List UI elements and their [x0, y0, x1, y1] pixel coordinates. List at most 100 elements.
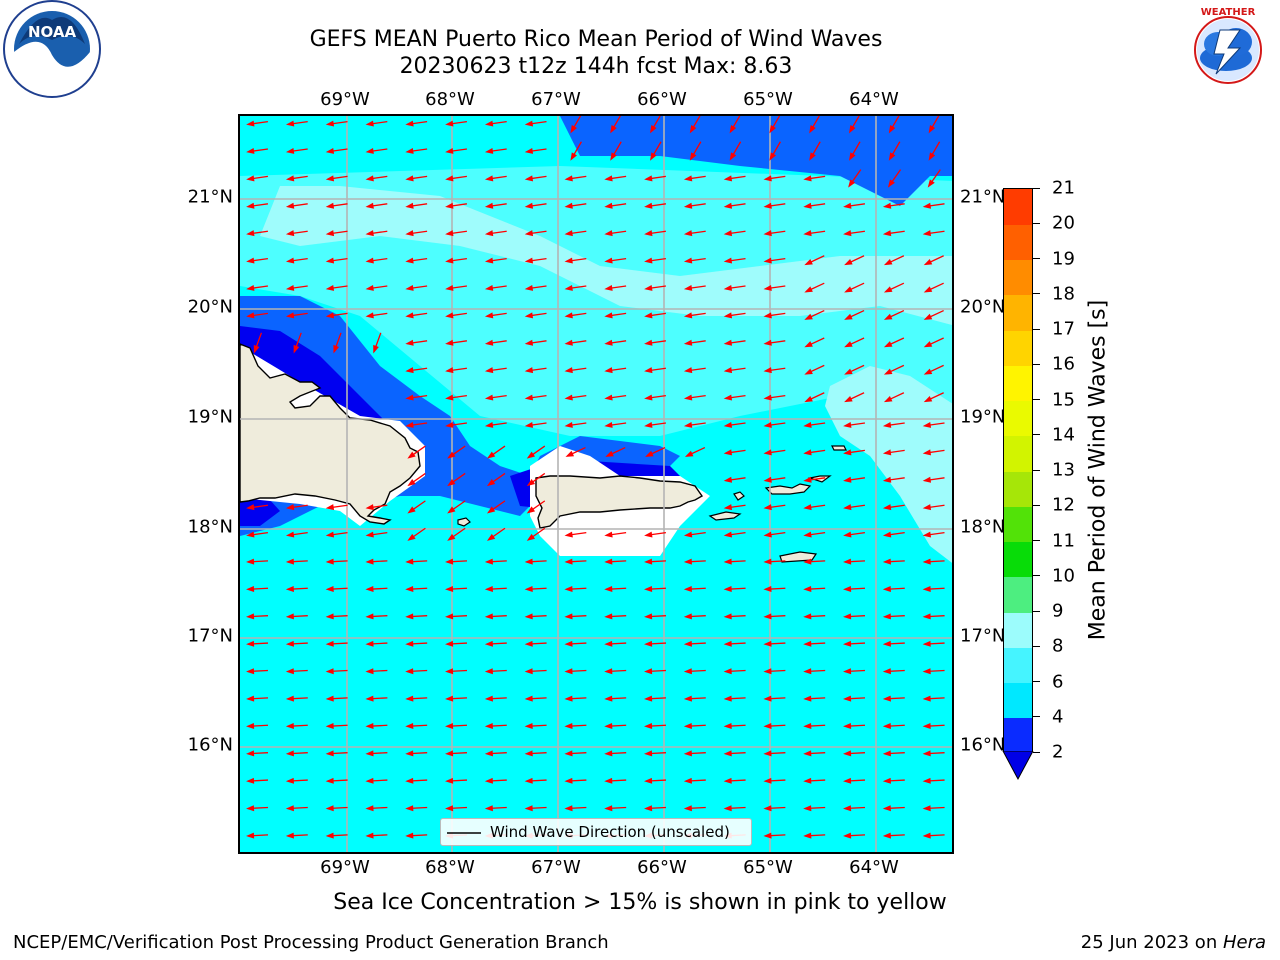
wind-wave-arrowhead	[803, 750, 812, 757]
wind-wave-arrowhead	[405, 750, 414, 757]
wind-wave-arrowhead	[365, 312, 374, 319]
graticule	[240, 116, 952, 852]
colorbar-tick-mark	[1033, 293, 1040, 295]
wind-wave-arrowhead	[684, 450, 694, 457]
colorbar-title: Mean Period of Wind Waves [s]	[1085, 299, 1111, 641]
wind-wave-arrowhead	[524, 695, 533, 702]
wind-wave-arrowhead	[526, 479, 536, 487]
wind-wave-arrowhead	[683, 531, 693, 538]
colorbar-tick-label: 19	[1052, 248, 1075, 269]
wind-wave-arrowhead	[484, 394, 494, 401]
wind-wave-arrowhead	[723, 257, 733, 264]
wind-wave-arrowhead	[844, 368, 853, 375]
wind-wave-arrowhead	[445, 339, 454, 346]
wind-wave-arrowhead	[524, 723, 533, 730]
mona-island	[457, 517, 471, 527]
map-canvas	[240, 116, 952, 852]
wind-wave-arrowhead	[325, 777, 334, 784]
wind-wave-arrowhead	[844, 341, 853, 348]
wind-wave-arrowhead	[769, 152, 776, 161]
wind-wave-arrowhead	[644, 312, 653, 319]
map-title: GEFS MEAN Puerto Rico Mean Period of Win…	[309, 27, 883, 52]
wind-wave-arrowhead	[804, 313, 813, 320]
wind-wave-arrowhead	[524, 147, 534, 154]
wind-wave-arrowhead	[683, 750, 692, 757]
wind-wave-arrowhead	[447, 451, 456, 459]
wind-wave-arrowhead	[484, 558, 493, 565]
wind-wave-arrowhead	[882, 805, 891, 812]
wind-wave-arrowhead	[723, 449, 733, 456]
colorbar-tick-label: 21	[1052, 177, 1075, 199]
wind-wave-arrowhead	[484, 695, 493, 702]
wind-wave-arrowhead	[763, 202, 772, 209]
virgin-islands	[764, 483, 812, 495]
wind-wave-arrowhead	[405, 257, 414, 264]
wind-wave-arrowhead	[922, 805, 931, 812]
lat-label-right: 20°N	[960, 296, 1006, 318]
wind-wave-arrowhead	[405, 695, 414, 702]
wind-wave-arrowhead	[365, 586, 374, 593]
wind-wave-arrowhead	[644, 339, 653, 346]
wind-wave-arrowhead	[604, 695, 613, 702]
wind-wave-direction-arrows	[246, 116, 945, 839]
wind-wave-arrowhead	[763, 558, 772, 565]
lat-label-left: 17°N	[187, 625, 233, 647]
wind-wave-arrowhead	[604, 339, 613, 346]
wind-wave-arrowhead	[683, 284, 693, 291]
wind-wave-arrowhead	[928, 152, 936, 161]
puerto-rico-land[interactable]	[535, 475, 704, 529]
wind-wave-arrowhead	[683, 312, 693, 319]
wind-wave-arrowhead	[923, 341, 933, 348]
wind-wave-arrowhead	[843, 476, 852, 483]
wind-wave-arrowhead	[325, 147, 335, 154]
wind-wave-arrowhead	[763, 832, 772, 839]
wind-wave-arrowhead	[803, 175, 812, 182]
wind-wave-arrowhead	[683, 257, 693, 264]
wind-wave-arrowhead	[922, 421, 932, 428]
wind-wave-arrowhead	[524, 312, 534, 319]
colorbar-tick-mark	[1033, 363, 1040, 365]
colorbar-tick-label: 9	[1052, 600, 1064, 622]
wind-wave-arrowhead	[447, 533, 456, 541]
lon-label-top: 69°W	[320, 89, 370, 110]
wind-wave-arrowhead	[524, 421, 534, 428]
wind-wave-arrowhead	[804, 341, 813, 348]
wind-wave-arrowhead	[246, 640, 255, 647]
wind-wave-arrowhead	[723, 777, 732, 784]
wind-wave-arrowhead	[644, 175, 653, 182]
wind-wave-arrowhead	[689, 152, 697, 161]
vieques-island	[708, 511, 742, 521]
wind-wave-arrowhead	[526, 506, 536, 514]
wind-wave-arrowhead	[922, 723, 931, 730]
wind-wave-arrowhead	[683, 640, 692, 647]
wind-wave-arrowhead	[803, 202, 812, 209]
footer-date-text: 25 Jun 2023 on	[1080, 932, 1223, 953]
wind-wave-arrowhead	[365, 695, 374, 702]
wind-wave-arrowhead	[405, 805, 414, 812]
wind-wave-arrowhead	[524, 586, 533, 593]
wind-wave-arrowhead	[644, 613, 653, 620]
wind-wave-arrowhead	[484, 230, 494, 237]
wind-wave-arrowhead	[524, 668, 533, 675]
wind-wave-arrowhead	[604, 640, 613, 647]
wind-wave-arrowhead	[763, 230, 772, 237]
colorbar-tick-label: 13	[1052, 459, 1075, 481]
wind-wave-arrowhead	[882, 640, 891, 647]
wind-wave-arrowhead	[484, 777, 493, 784]
wind-wave-arrowhead	[445, 695, 454, 702]
wind-wave-arrowhead	[804, 258, 813, 266]
colorbar-segment	[1004, 400, 1032, 437]
lat-label-left: 16°N	[187, 734, 233, 756]
colorbar-tick-mark	[1033, 328, 1040, 330]
wind-wave-arrowhead	[285, 312, 295, 319]
wind-wave-arrowhead	[365, 202, 374, 209]
colorbar-tick-label: 15	[1052, 389, 1075, 410]
lon-label-top: 67°W	[531, 89, 581, 110]
hispaniola-land[interactable]	[240, 343, 421, 525]
wind-wave-arrowhead	[923, 395, 933, 403]
wind-wave-arrowhead	[843, 586, 852, 593]
wind-wave-arrowhead	[883, 395, 893, 403]
wind-wave-arrowhead	[486, 479, 496, 487]
wind-wave-arrowhead	[683, 668, 692, 675]
colorbar-tick-mark	[1033, 575, 1040, 577]
